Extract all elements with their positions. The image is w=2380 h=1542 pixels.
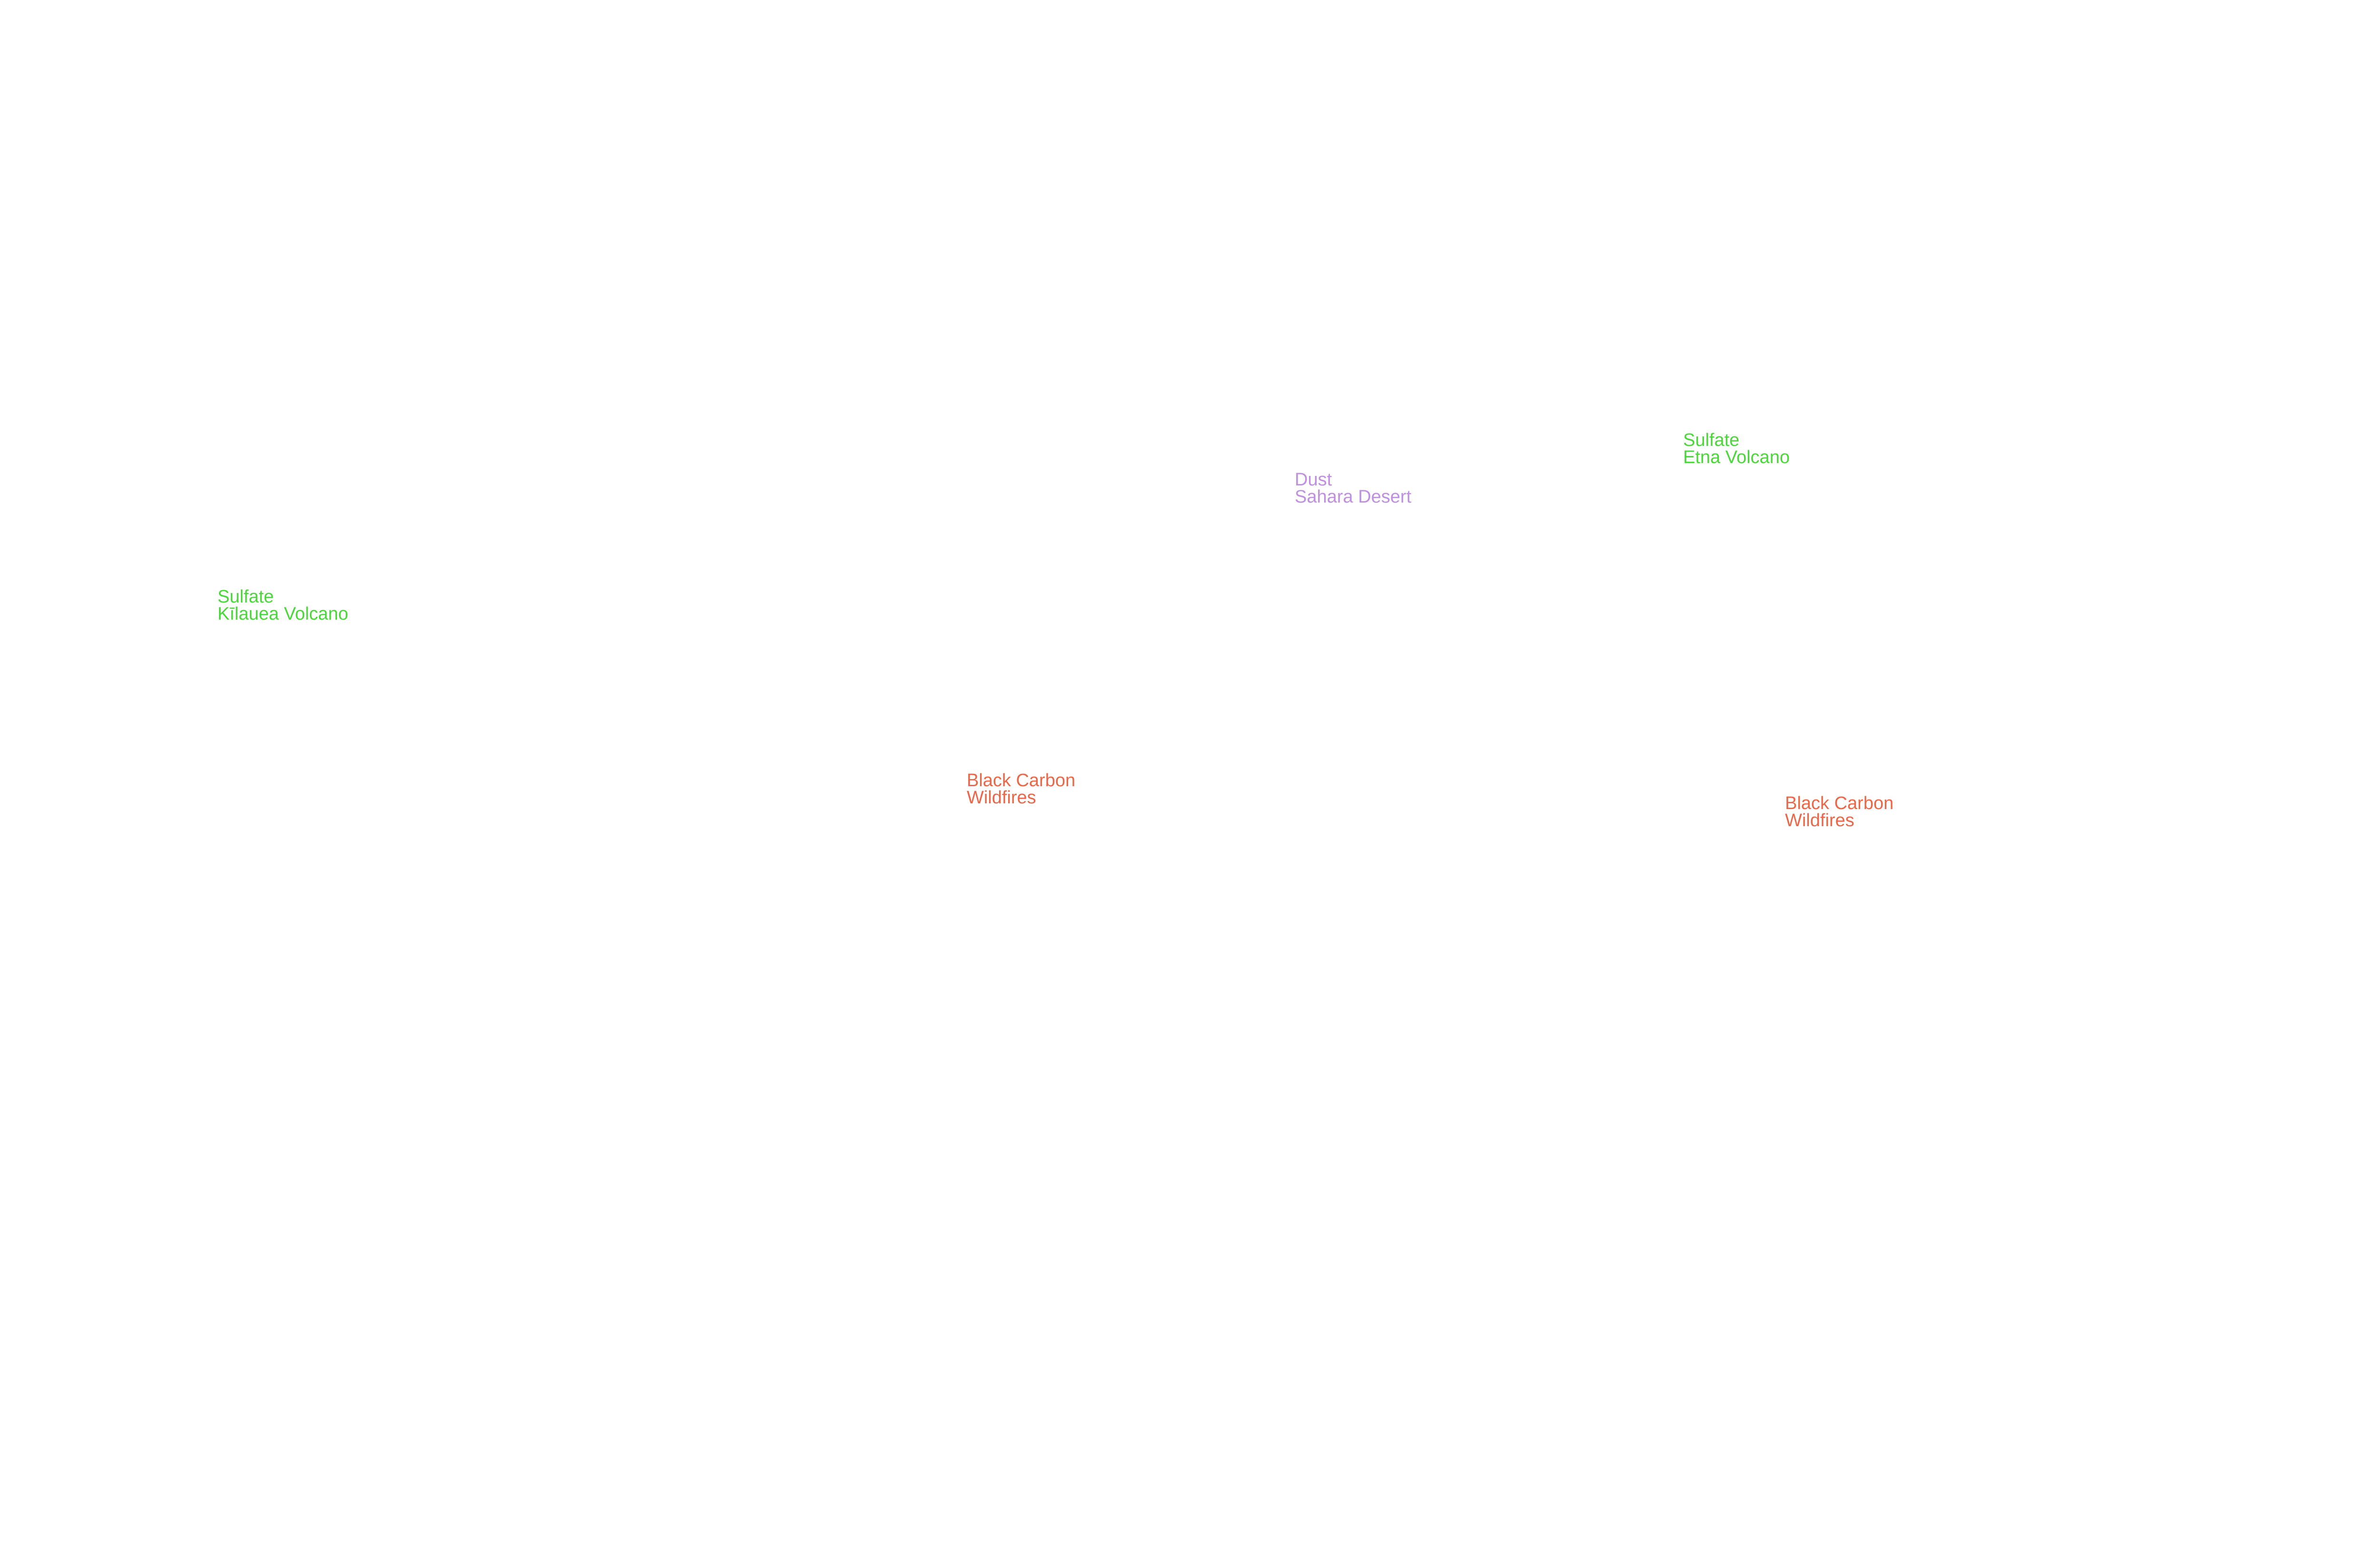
aerosol-type: Black Carbon — [1785, 793, 1894, 813]
aerosol-source: Etna Volcano — [1683, 447, 1790, 467]
aerosol-source: Wildfires — [1785, 811, 1854, 830]
aerosol-type: Dust — [1295, 470, 1332, 490]
marker-label-wildfires-2[interactable]: Black Carbon Wildfires — [1785, 793, 1894, 830]
aerosol-source: Kīlauea Volcano — [218, 604, 348, 624]
aerosol-type: Sulfate — [1683, 430, 1740, 450]
marker-label-sahara[interactable]: Dust Sahara Desert — [1295, 470, 1412, 507]
aerosol-source: Sahara Desert — [1295, 487, 1412, 507]
aerosol-type: Black Carbon — [967, 771, 1076, 791]
aerosol-source: Wildfires — [967, 788, 1036, 808]
marker-label-wildfires-1[interactable]: Black Carbon Wildfires — [967, 771, 1076, 808]
marker-label-etna[interactable]: Sulfate Etna Volcano — [1683, 430, 1790, 467]
aerosol-type: Sulfate — [218, 587, 274, 607]
marker-label-kilauea[interactable]: Sulfate Kīlauea Volcano — [218, 588, 348, 623]
